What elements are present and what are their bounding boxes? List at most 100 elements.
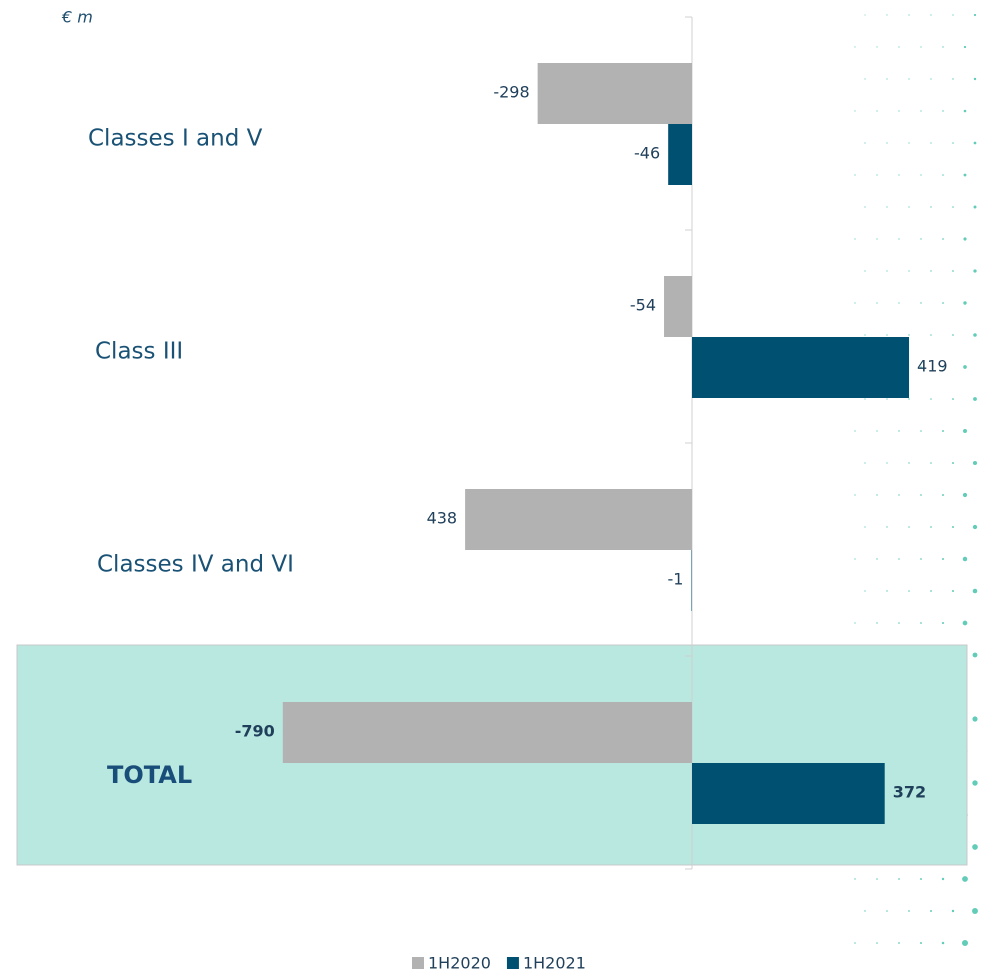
legend-label: 1H2021 [523, 954, 586, 973]
dot [886, 14, 887, 15]
dot [963, 429, 967, 433]
legend-swatch [507, 957, 519, 969]
dot [942, 558, 944, 560]
dot [854, 302, 855, 303]
dot [920, 302, 921, 303]
dot [974, 14, 976, 16]
dot [876, 110, 877, 111]
dot [854, 174, 855, 175]
dot [876, 46, 877, 47]
data-label: -46 [634, 144, 660, 163]
dot [952, 590, 954, 592]
dot [920, 494, 922, 496]
dot [920, 942, 922, 944]
data-label: 438 [427, 509, 458, 528]
dot [854, 622, 855, 623]
dot [942, 110, 943, 111]
dot [908, 462, 909, 463]
bar [692, 763, 885, 824]
dot [963, 557, 967, 561]
dot [920, 430, 922, 432]
data-label: -1 [668, 570, 684, 589]
dot [864, 78, 865, 79]
dot [974, 78, 976, 80]
dot [898, 494, 899, 495]
dot [974, 142, 977, 145]
dot [864, 142, 865, 143]
dot [920, 878, 922, 880]
dot [972, 716, 977, 721]
category-label: Class III [95, 339, 183, 365]
dot [854, 46, 855, 47]
dot [952, 14, 953, 15]
dot [930, 78, 931, 79]
dot [908, 910, 910, 912]
dot [930, 462, 932, 464]
dot [876, 494, 877, 495]
dot [973, 525, 977, 529]
legend-swatch [412, 957, 424, 969]
dot [864, 910, 865, 911]
dot [864, 526, 865, 527]
dot [942, 302, 944, 304]
dot [920, 110, 921, 111]
dot [930, 14, 931, 15]
dot [930, 334, 932, 336]
dot [973, 653, 978, 658]
dot [952, 142, 954, 144]
dot [942, 494, 944, 496]
dot [952, 270, 954, 272]
dot [898, 430, 899, 431]
dot [962, 876, 968, 882]
dot [974, 206, 977, 209]
data-label: -298 [493, 83, 529, 102]
dot [952, 398, 954, 400]
dot [952, 910, 954, 912]
dot [876, 878, 878, 880]
dot [920, 238, 921, 239]
data-label: 372 [893, 783, 926, 802]
bar [668, 124, 692, 185]
dot [876, 238, 877, 239]
data-label: 419 [917, 357, 948, 376]
dot [920, 174, 921, 175]
dot [898, 878, 900, 880]
dot [908, 78, 909, 79]
dot [886, 910, 888, 912]
dot [854, 110, 855, 111]
dot [952, 334, 954, 336]
bar [538, 63, 692, 124]
dot [876, 622, 877, 623]
dot [942, 878, 944, 880]
dot [876, 174, 877, 175]
dot [952, 78, 953, 79]
legend-label: 1H2020 [428, 954, 491, 973]
dot [886, 142, 887, 143]
dot [920, 622, 922, 624]
dot [930, 590, 932, 592]
dot [886, 462, 887, 463]
dot [886, 270, 887, 271]
bar [283, 702, 692, 763]
dot [964, 46, 966, 48]
dot [930, 910, 932, 912]
dot [973, 397, 977, 401]
dot [952, 526, 954, 528]
dot [886, 78, 887, 79]
dot [876, 430, 877, 431]
dot [962, 940, 968, 946]
dot [942, 622, 944, 624]
dot [942, 46, 943, 47]
dot [908, 334, 909, 335]
dot [973, 269, 976, 272]
dot [908, 270, 909, 271]
dot [864, 206, 865, 207]
dot [920, 558, 922, 560]
dot [908, 206, 909, 207]
bar [691, 550, 692, 611]
dot [942, 238, 944, 240]
dot [930, 270, 931, 271]
dot [973, 333, 977, 337]
data-label: -54 [630, 296, 656, 315]
dot [942, 942, 945, 945]
